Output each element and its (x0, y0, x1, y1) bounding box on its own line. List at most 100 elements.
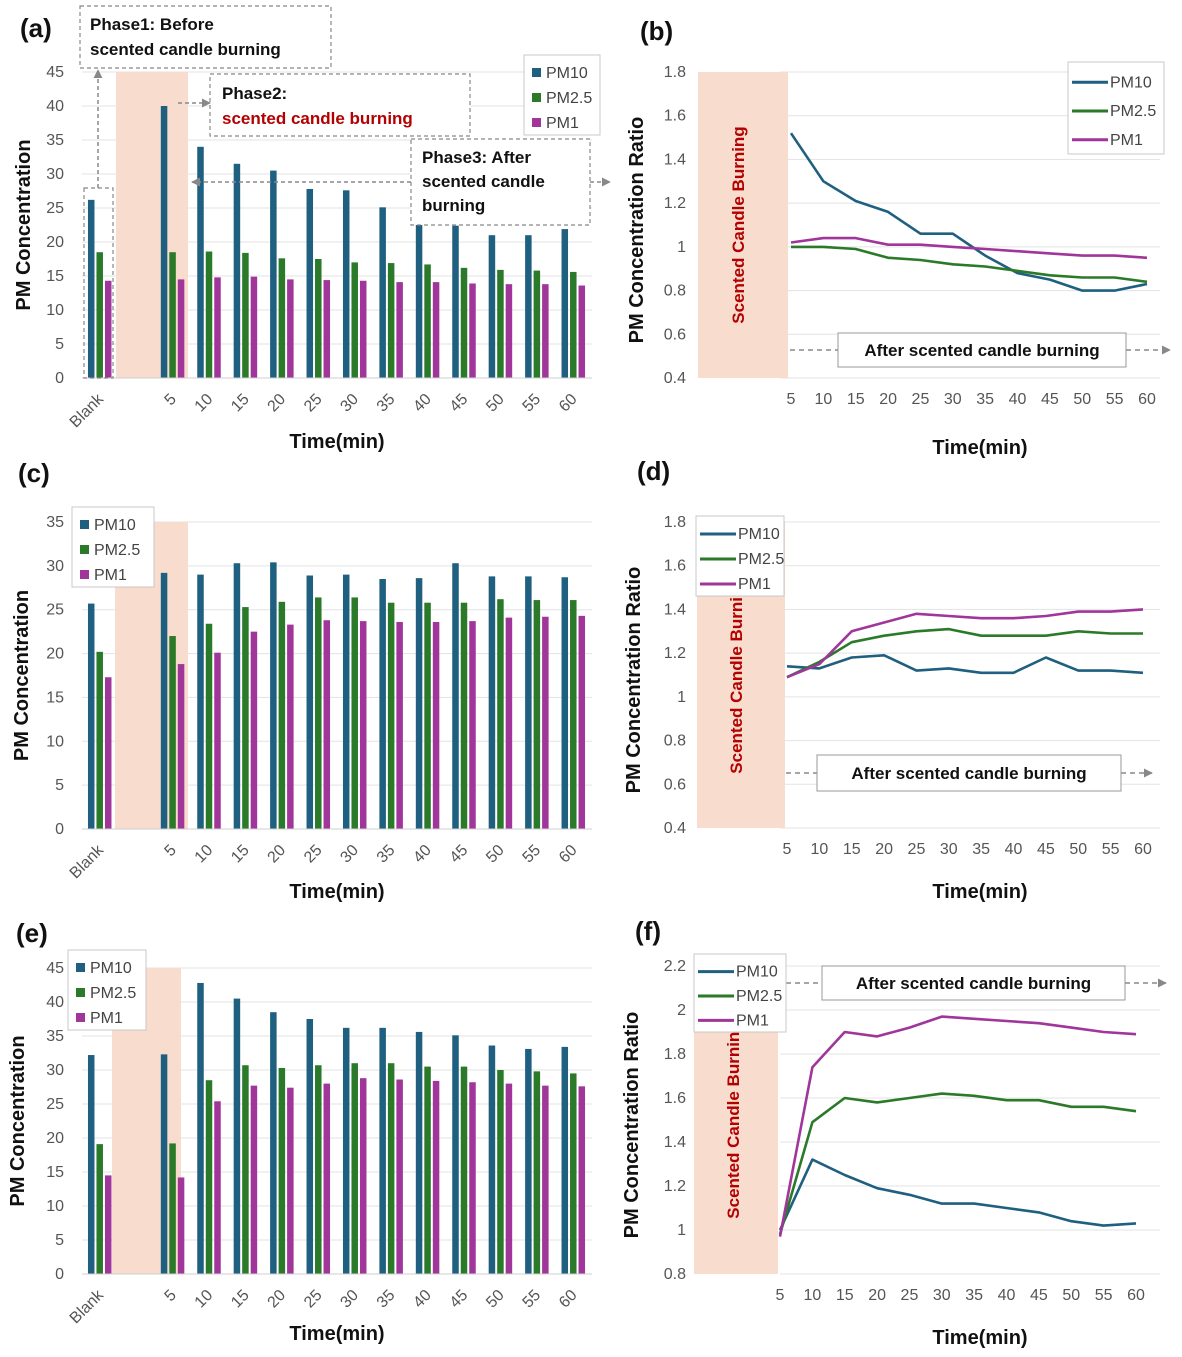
bar-PM1-Blank (104, 280, 112, 378)
legend-swatch-PM1 (532, 118, 541, 127)
band-label: Scented Candle Burning (724, 1021, 743, 1218)
x-tick-label: 5 (783, 841, 792, 858)
bar-PM2.5-45 (460, 267, 468, 378)
panel-label: (b) (640, 16, 673, 46)
after-label-box (816, 754, 1122, 792)
y-tick-label: 1.4 (664, 1134, 686, 1151)
y-tick-label: 40 (46, 98, 64, 115)
y-tick-label: 0.4 (664, 370, 686, 387)
bar-PM1-15 (250, 631, 258, 829)
bar-PM10-40 (415, 1031, 423, 1274)
legend-swatch-PM10 (76, 963, 85, 972)
y-axis-title: PM Concentration Ratio (626, 117, 648, 344)
bar-PM2.5-55 (533, 600, 541, 829)
bar-PM1-Blank (104, 677, 112, 829)
candle-burning-band (116, 72, 188, 378)
bar-PM2.5-30 (351, 597, 358, 829)
bar-PM1-55 (542, 616, 549, 829)
x-tick-label: 20 (265, 391, 290, 416)
bar-PM2.5-35 (387, 602, 395, 829)
bar-PM10-55 (525, 576, 532, 829)
x-tick-label: 15 (228, 1287, 253, 1312)
band-label: Scented Candle Burning (729, 126, 748, 323)
bar-PM2.5-5 (169, 636, 176, 829)
series-line-PM10 (789, 132, 1148, 292)
legend-label-PM1: PM1 (1110, 132, 1143, 149)
panel-label: (e) (16, 918, 48, 948)
bar-PM10-30 (342, 574, 350, 829)
legend-a: PM10 PM2.5 PM1 (523, 54, 601, 136)
y-tick-label: 2 (677, 1002, 686, 1019)
phase1-line1: Phase1: Before (90, 15, 214, 34)
y-axis-title: PM Concentration (7, 1035, 29, 1206)
legend-swatch-PM10 (532, 68, 541, 77)
legend-label-PM10: PM10 (90, 960, 132, 977)
bar-PM10-20 (270, 1012, 277, 1274)
x-tick-label: 40 (1009, 391, 1027, 408)
bar-PM2.5-50 (497, 269, 504, 378)
y-tick-label: 5 (55, 777, 64, 794)
y-tick-label: 1.4 (664, 601, 686, 618)
legend-label-PM2.5: PM2.5 (736, 988, 782, 1005)
bar-PM2.5-20 (278, 601, 286, 829)
x-tick-label: 10 (192, 1287, 217, 1312)
x-tick-label: 5 (162, 391, 180, 409)
bar-PM10-35 (379, 1027, 386, 1274)
bar-PM2.5-15 (242, 252, 249, 378)
x-tick-label: 20 (868, 1287, 886, 1304)
panel-label: (c) (18, 458, 50, 488)
bar-PM10-10 (197, 574, 204, 829)
bar-PM2.5-45 (460, 1066, 468, 1274)
phase1-box (79, 5, 332, 69)
x-tick-label: 50 (1073, 391, 1091, 408)
y-tick-label: 20 (46, 1130, 64, 1147)
phase3-box (410, 138, 591, 226)
bar-PM2.5-60 (570, 271, 577, 378)
y-tick-label: 5 (55, 1232, 64, 1249)
legend-label-PM1: PM1 (736, 1012, 769, 1029)
bar-PM1-40 (432, 1080, 440, 1274)
legend-label-PM2.5: PM2.5 (738, 551, 784, 568)
y-axis-title: PM Concentration Ratio (623, 567, 645, 794)
x-tick-label: 25 (301, 1287, 326, 1312)
bar-PM10-50 (488, 235, 496, 378)
bar-PM2.5-Blank (96, 252, 103, 378)
bar-PM2.5-10 (205, 251, 213, 378)
bar-PM1-20 (287, 1087, 294, 1274)
x-tick-label: 10 (803, 1287, 821, 1304)
x-tick-label: 40 (410, 1287, 435, 1312)
bar-PM1-25 (323, 280, 331, 378)
y-tick-label: 20 (46, 646, 64, 663)
bar-PM1-35 (396, 621, 403, 829)
bar-PM2.5-5 (169, 1143, 176, 1274)
bar-PM10-30 (342, 1027, 350, 1274)
series-line-PM1 (778, 1015, 1137, 1237)
bar-PM2.5-20 (278, 258, 286, 378)
bar-PM10-5 (160, 1054, 168, 1274)
bar-PM2.5-55 (533, 1071, 541, 1274)
x-tick-label: 45 (447, 842, 472, 867)
x-tick-label: 40 (998, 1287, 1016, 1304)
y-tick-label: 0 (55, 1266, 64, 1283)
bar-PM1-35 (396, 282, 403, 378)
bar-PM10-35 (379, 579, 386, 829)
bar-PM2.5-20 (278, 1067, 286, 1274)
after-label-box (837, 332, 1127, 368)
bar-PM10-55 (525, 1048, 532, 1274)
x-tick-label: 35 (374, 842, 399, 867)
x-tick-label: 50 (483, 1287, 508, 1312)
bar-PM2.5-50 (497, 599, 504, 829)
bar-PM1-25 (323, 1083, 331, 1274)
x-tick-label: 45 (1030, 1287, 1048, 1304)
bar-PM10-25 (306, 575, 314, 829)
x-tick-label: 5 (787, 391, 796, 408)
bar-PM1-55 (542, 1085, 549, 1274)
y-tick-label: 0 (55, 370, 64, 387)
y-tick-label: 0.4 (664, 820, 686, 837)
series-line-PM2.5 (778, 1092, 1137, 1235)
bar-PM10-60 (561, 229, 569, 378)
y-axis-title: PM Concentration Ratio (621, 1012, 643, 1239)
bar-PM1-60 (578, 285, 586, 378)
series-line-PM2.5 (786, 627, 1143, 679)
bar-PM2.5-25 (315, 259, 322, 378)
